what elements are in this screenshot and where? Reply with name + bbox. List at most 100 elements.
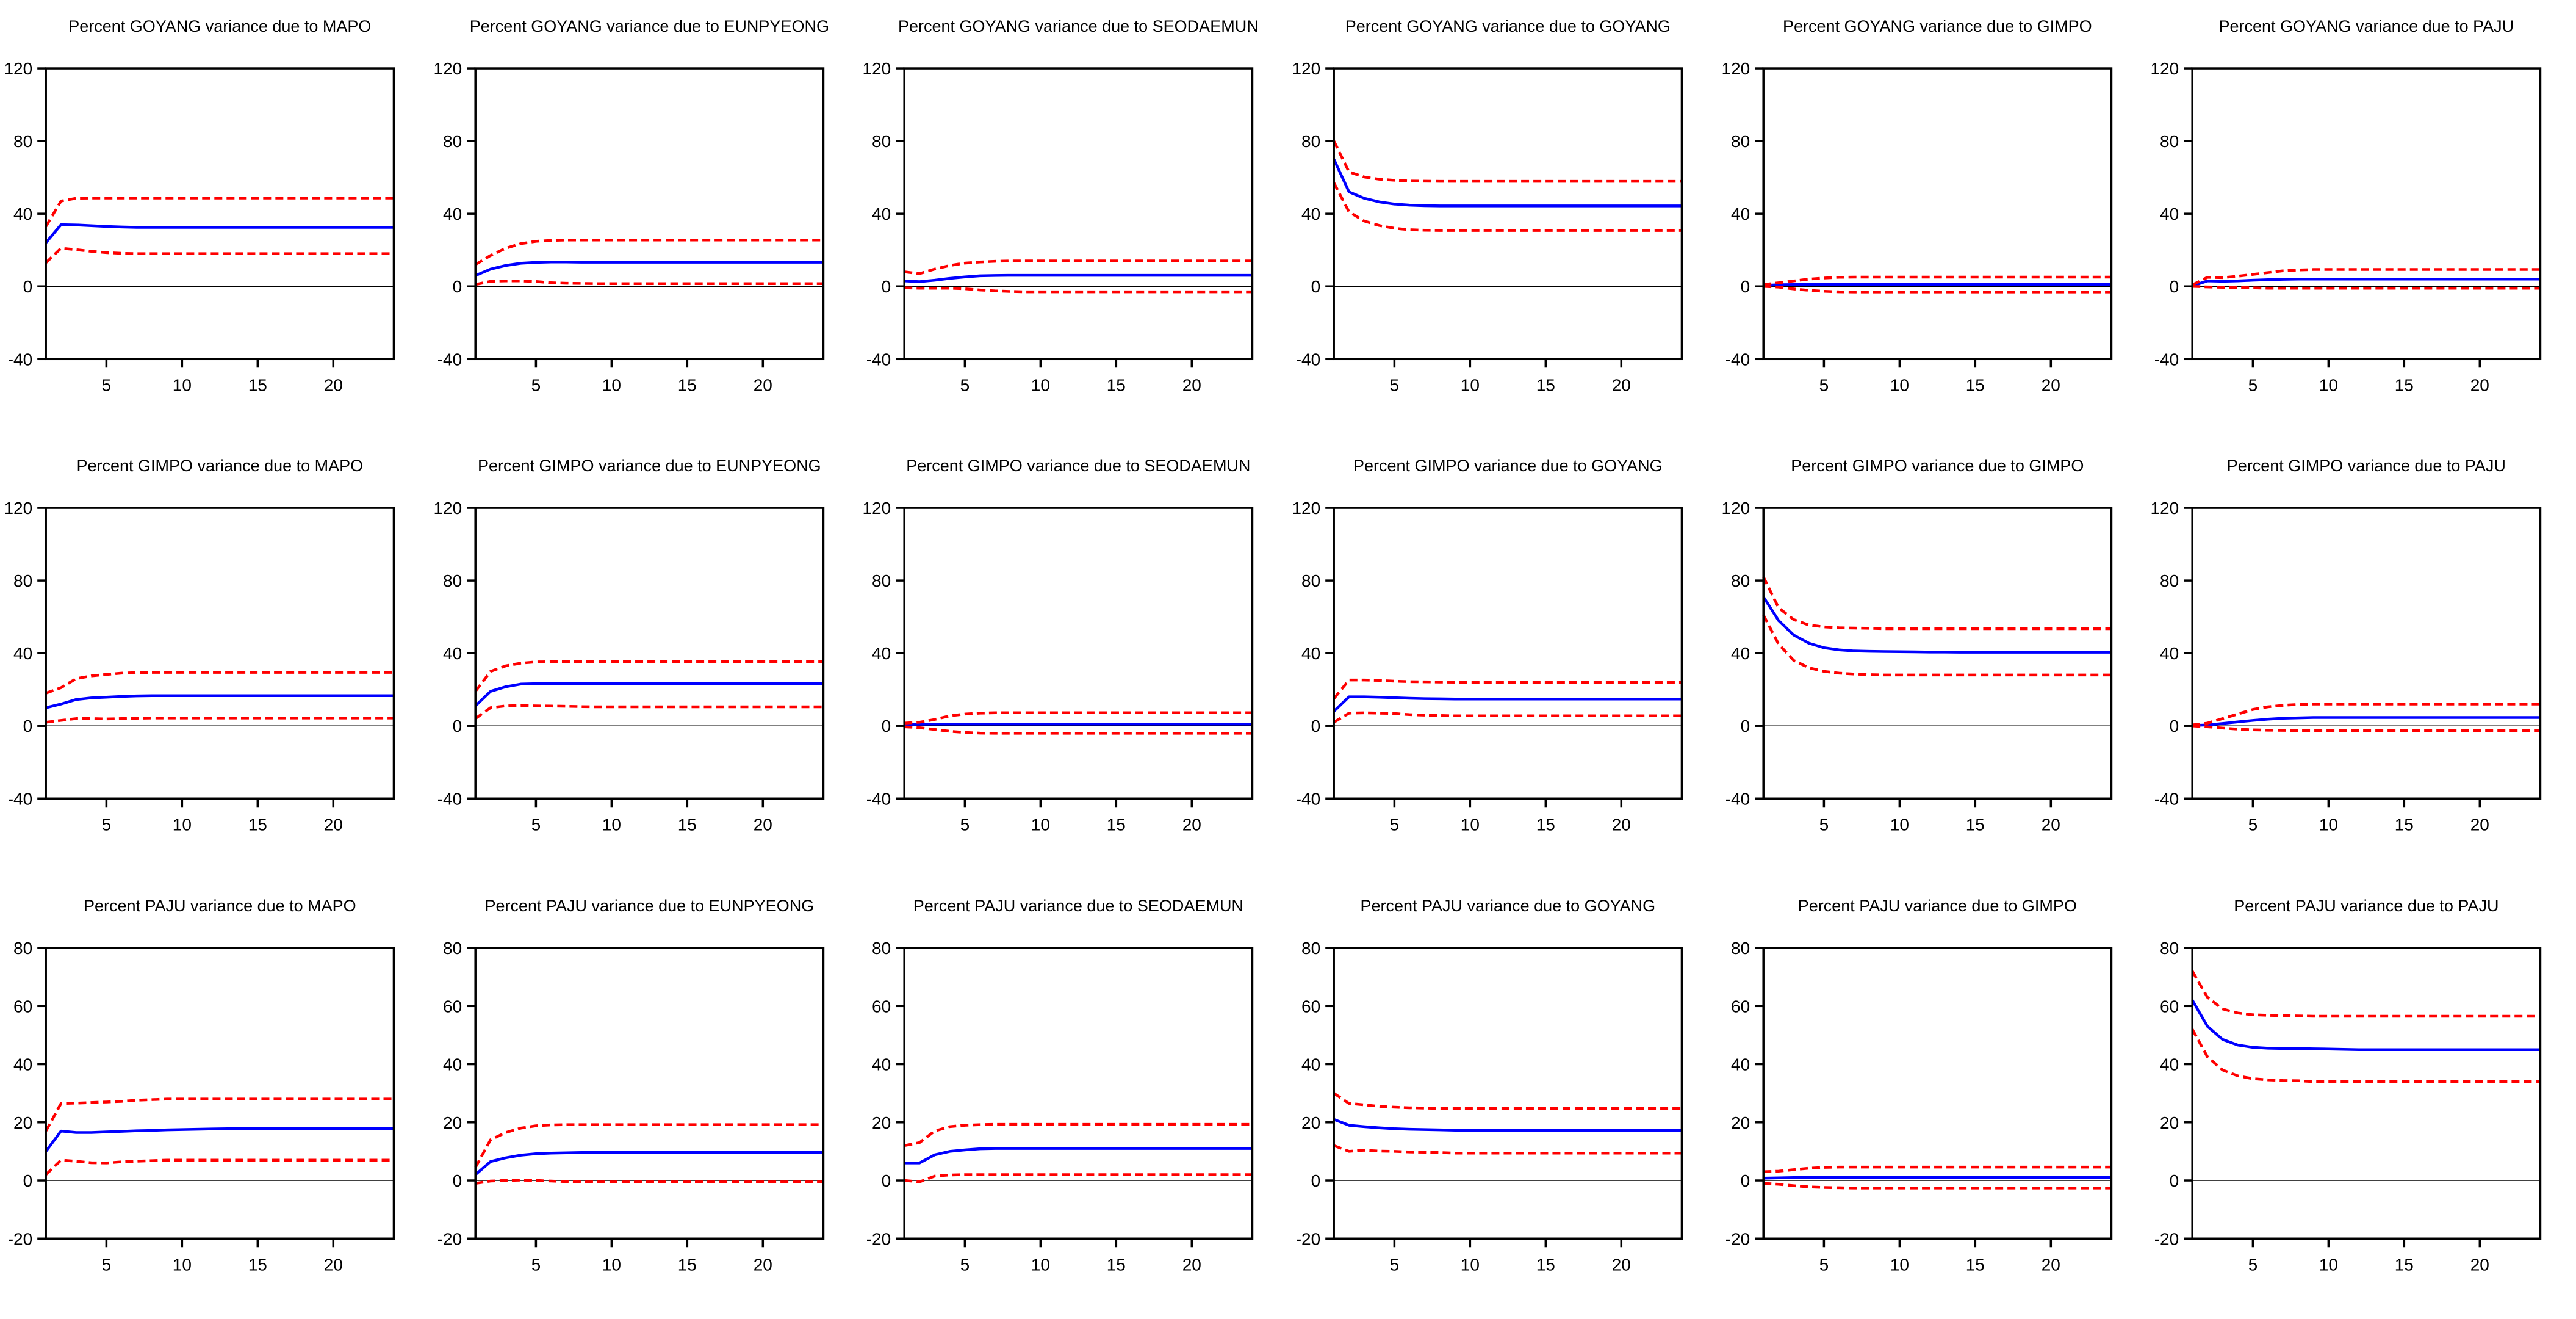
y-tick-label: 40	[443, 1055, 462, 1074]
lower-band-line	[1761, 614, 2112, 677]
y-tick-label: 120	[1292, 59, 1320, 78]
chart-title: Percent GIMPO variance due to GOYANG	[1353, 457, 1663, 475]
x-tick-label: 15	[248, 375, 267, 394]
y-tick-label: 0	[2170, 1171, 2179, 1190]
x-tick-label: 15	[1965, 375, 1984, 394]
x-tick-label: 20	[324, 1255, 343, 1274]
x-tick-label: 15	[1107, 815, 1126, 834]
plot-border	[45, 67, 395, 361]
upper-band-line	[474, 239, 824, 266]
chart-title: Percent PAJU variance due to GIMPO	[1797, 897, 2076, 915]
y-tick-label: 40	[13, 204, 32, 223]
variance-line	[2192, 716, 2541, 728]
y-tick-label: 60	[2160, 997, 2179, 1016]
y-tick-label: 20	[2160, 1113, 2179, 1132]
upper-band-line	[2192, 268, 2541, 286]
x-tick-label: 10	[2319, 375, 2338, 394]
plot-border	[1333, 946, 1683, 1240]
chart-gimpo-goyang: Percent GIMPO variance due to GOYANG -40 0…	[1292, 457, 1683, 834]
x-tick-label: 5	[531, 815, 541, 834]
y-tick-label: 120	[863, 499, 891, 518]
lower-band-line	[1763, 1182, 2112, 1190]
chart-title: Percent GOYANG variance due to GOYANG	[1345, 17, 1671, 35]
variance-line	[904, 1147, 1253, 1165]
y-tick-label: -40	[2154, 350, 2179, 369]
chart-title: Percent GIMPO variance due to PAJU	[2227, 457, 2506, 475]
y-tick-label: 80	[1301, 132, 1320, 151]
y-tick-label: 40	[1301, 1055, 1320, 1074]
x-tick-label: 20	[1182, 1255, 1201, 1274]
plot-border	[2191, 946, 2542, 1240]
x-tick-label: 5	[1819, 815, 1829, 834]
x-tick-label: 20	[2470, 815, 2489, 834]
y-tick-label: 80	[443, 571, 462, 590]
variance-line	[474, 682, 824, 707]
x-tick-label: 20	[1612, 1255, 1631, 1274]
chart-gimpo-seodaemun: Percent GIMPO variance due to SEODAEMUN -…	[863, 457, 1254, 834]
x-tick-label: 15	[1965, 1255, 1984, 1274]
x-tick-label: 20	[2041, 815, 2060, 834]
lower-band-line	[2192, 284, 2541, 290]
x-tick-label: 20	[1182, 815, 1201, 834]
lower-band-line	[45, 1158, 394, 1176]
x-tick-label: 20	[753, 815, 772, 834]
lower-band-line	[1333, 711, 1682, 724]
y-tick-label: 120	[433, 59, 462, 78]
y-tick-label: -40	[1296, 790, 1320, 809]
lower-band-line	[904, 286, 1253, 294]
y-tick-label: 80	[13, 132, 32, 151]
y-tick-label: 80	[1731, 571, 1750, 590]
y-tick-label: 40	[2160, 644, 2179, 663]
lower-band-line	[45, 717, 394, 724]
y-tick-label: 20	[872, 1113, 891, 1132]
x-tick-label: 5	[102, 375, 112, 394]
x-tick-label: 20	[1612, 815, 1631, 834]
y-tick-label: 0	[1311, 717, 1321, 736]
x-tick-label: 15	[1536, 815, 1555, 834]
upper-band-line	[1761, 576, 2112, 631]
lower-band-line	[2192, 725, 2541, 732]
x-tick-label: 5	[531, 1255, 541, 1274]
y-tick-label: 60	[872, 997, 891, 1016]
chart-goyang-seodaemun: Percent GOYANG variance due to SEODAEMUN…	[863, 17, 1259, 394]
x-tick-label: 5	[531, 375, 541, 394]
y-tick-label: 80	[2160, 939, 2179, 958]
x-tick-label: 5	[102, 1255, 112, 1274]
lower-band-line	[1763, 284, 2112, 294]
x-tick-label: 10	[1890, 375, 1909, 394]
lower-band-line	[475, 280, 824, 286]
y-tick-label: 40	[2160, 204, 2179, 223]
y-tick-label: 80	[1731, 939, 1750, 958]
chart-title: Percent GIMPO variance due to SEODAEMUN	[907, 457, 1251, 475]
x-tick-label: 10	[602, 375, 621, 394]
chart-title: Percent PAJU variance due to EUNPYEONG	[484, 897, 814, 915]
y-tick-label: -40	[437, 790, 461, 809]
y-tick-label: 80	[13, 939, 32, 958]
x-tick-label: 15	[2395, 375, 2414, 394]
plot-border	[903, 946, 1254, 1240]
y-tick-label: -40	[866, 790, 891, 809]
y-tick-label: 0	[1311, 277, 1321, 296]
y-tick-label: 80	[443, 132, 462, 151]
x-tick-label: 10	[1031, 815, 1050, 834]
y-tick-label: 80	[13, 571, 32, 590]
upper-band-line	[45, 671, 394, 695]
chart-paju-gimpo: Percent PAJU variance due to GIMPO -20 0 20…	[1725, 897, 2112, 1274]
y-tick-label: 80	[1731, 132, 1750, 151]
upper-band-line	[1763, 1165, 2112, 1173]
y-tick-label: 80	[1301, 939, 1320, 958]
plot-border	[1333, 67, 1683, 361]
x-tick-label: 20	[2470, 375, 2489, 394]
x-tick-label: 15	[1107, 375, 1126, 394]
y-tick-label: 80	[1301, 571, 1320, 590]
y-tick-label: 40	[2160, 1055, 2179, 1074]
y-tick-label: 120	[433, 499, 462, 518]
y-tick-label: 120	[1721, 59, 1750, 78]
variance-line	[45, 223, 394, 244]
y-tick-label: 40	[872, 1055, 891, 1074]
x-tick-label: 10	[1890, 815, 1909, 834]
y-tick-label: 120	[2151, 59, 2179, 78]
upper-band-line	[473, 1122, 824, 1168]
x-tick-label: 10	[602, 815, 621, 834]
